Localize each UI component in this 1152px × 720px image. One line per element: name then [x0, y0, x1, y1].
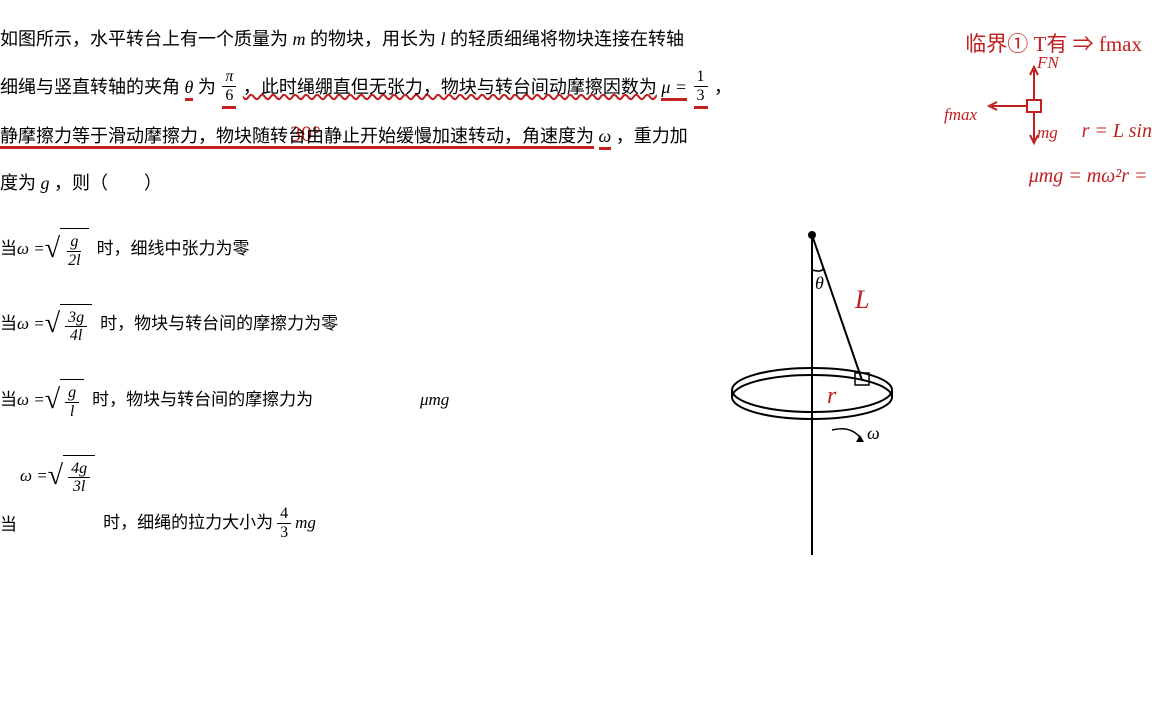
- prefix: 当: [0, 381, 17, 418]
- fmax-label: fmax: [944, 105, 977, 125]
- omega-label: ω: [867, 423, 880, 444]
- omega-eq: ω =: [20, 457, 48, 494]
- num: g: [65, 384, 79, 403]
- sqrt-c: √ g l: [45, 369, 84, 431]
- num: 4: [277, 505, 291, 524]
- comma: ，: [714, 77, 732, 97]
- option-c-text: 时，物块与转台间的摩擦力为: [92, 381, 313, 418]
- radical-icon: √: [45, 369, 60, 431]
- line-3: 静摩擦力等于滑动摩擦力，物块随转台由静止开始缓慢加速转动，角速度为 ω ，重力加: [0, 117, 900, 157]
- num: 3g: [65, 309, 87, 328]
- frac-1-3: 1 3: [694, 68, 708, 108]
- theta-label: θ: [815, 273, 824, 294]
- radical-icon: √: [48, 445, 63, 507]
- num: 4g: [68, 460, 90, 479]
- var-l: l: [441, 29, 446, 49]
- den: l: [67, 403, 77, 421]
- sqrt-d: √ 4g 3l: [48, 445, 95, 507]
- radical-icon: √: [45, 293, 60, 355]
- mu-mg: μmg: [420, 381, 449, 418]
- turntable-diagram: θ L r ω: [712, 225, 912, 565]
- omega-eq: ω =: [17, 230, 45, 267]
- den: 4l: [67, 327, 85, 345]
- text: 的轻质细绳将物块连接在转轴: [450, 29, 684, 49]
- hw-r-eq: r = L sin30: [1082, 120, 1152, 143]
- text: ，则（ ）: [54, 173, 162, 193]
- frac-4g-3l: 4g 3l: [68, 460, 90, 496]
- free-body-diagram: FN fmax mg: [972, 55, 1092, 156]
- sqrt-b: √ 3g 4l: [45, 293, 92, 355]
- radical-icon: √: [45, 218, 60, 280]
- pi: π: [222, 68, 236, 87]
- option-d-text: 时，细绳的拉力大小为: [103, 504, 273, 541]
- text: 细绳与竖直转轴的夹角: [0, 77, 180, 97]
- frac-4-3: 4 3: [277, 505, 291, 541]
- line-2: 细绳与竖直转轴的夹角 θ 为 π 6 ，此时绳绷直但无张力，物块与转台间动摩擦因…: [0, 68, 900, 109]
- sqrt-a: √ g 2l: [45, 218, 89, 280]
- prefix: 当: [0, 506, 17, 543]
- omega-eq: ω =: [17, 305, 45, 342]
- six: 6: [222, 87, 236, 105]
- text: 度为: [0, 173, 36, 193]
- text-underlined: 静摩擦力等于滑动摩擦力，物块随转台由静止开始缓慢加速转动，角速度为: [0, 126, 594, 149]
- den: 2l: [65, 252, 83, 270]
- three: 3: [694, 87, 708, 105]
- den: 3: [277, 524, 291, 542]
- fbd-svg: [972, 55, 1092, 150]
- fn-label: FN: [1037, 53, 1059, 73]
- num: g: [67, 233, 81, 252]
- mg: mg: [295, 504, 316, 541]
- text-wavy: ，此时绳绷直但无张力，物块与转台间动摩擦因数为: [243, 77, 657, 97]
- prefix: 当: [0, 230, 17, 267]
- prefix: 当: [0, 305, 17, 342]
- diagram-svg: [712, 225, 912, 565]
- L-annotation: L: [855, 285, 869, 315]
- var-theta: θ: [185, 77, 194, 101]
- frac-3g-4l: 3g 4l: [65, 309, 87, 345]
- line-4: 度为 g ，则（ ）: [0, 164, 900, 204]
- text: 为: [198, 77, 216, 97]
- r-annotation: r: [827, 383, 836, 410]
- mg-label: mg: [1037, 123, 1058, 143]
- frac-g-2l: g 2l: [65, 233, 83, 269]
- mu-eq: μ =: [661, 77, 687, 101]
- var-g: g: [41, 173, 50, 193]
- text: ，重力加: [616, 126, 688, 146]
- var-omega: ω: [599, 126, 612, 150]
- den: 3l: [70, 478, 88, 496]
- omega-eq: ω =: [17, 381, 45, 418]
- option-a-text: 时，细线中张力为零: [97, 230, 250, 267]
- hw-main-eq: μmg = mω²r = ½m: [1029, 165, 1152, 188]
- option-b-text: 时，物块与转台间的摩擦力为零: [100, 305, 338, 342]
- frac-g-l: g l: [65, 384, 79, 420]
- var-m: m: [293, 29, 306, 49]
- line-1: 如图所示，水平转台上有一个质量为 m 的物块，用长为 l 的轻质细绳将物块连接在…: [0, 20, 900, 60]
- text: 如图所示，水平转台上有一个质量为: [0, 29, 288, 49]
- frac-pi-6: π 6: [222, 68, 236, 108]
- text: 的物块，用长为: [310, 29, 436, 49]
- one: 1: [694, 68, 708, 87]
